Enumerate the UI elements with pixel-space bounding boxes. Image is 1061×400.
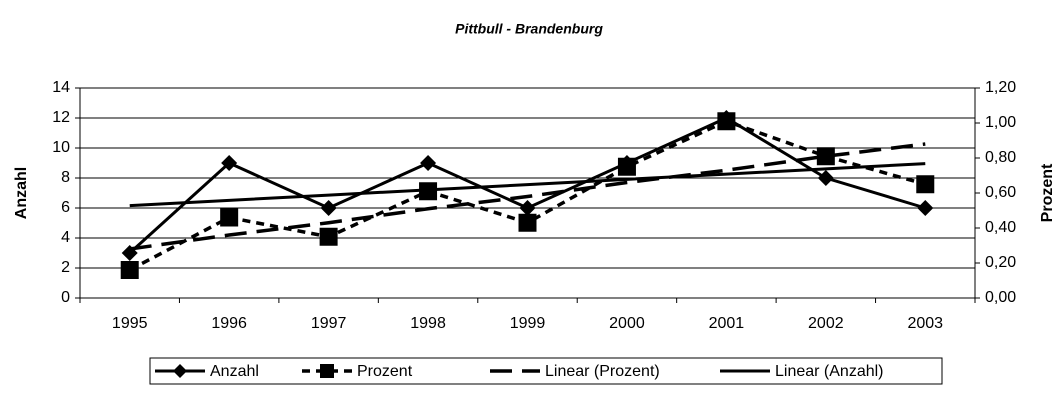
legend-label: Anzahl	[210, 363, 259, 380]
y2-tick-label: 0,60	[985, 184, 1016, 201]
series-line	[129, 162, 926, 208]
y-tick-label: 14	[52, 79, 70, 96]
square-marker	[617, 157, 636, 176]
diamond-marker	[221, 155, 238, 171]
square-marker	[220, 208, 239, 227]
y-tick-label: 4	[61, 229, 70, 246]
legend-marker	[320, 364, 334, 378]
legend-label: Linear (Prozent)	[545, 363, 660, 380]
y-tick-label: 2	[61, 259, 70, 276]
x-tick-label: 1997	[311, 315, 347, 332]
y-axis-title: Anzahl	[13, 167, 30, 219]
x-tick-label: 1996	[211, 315, 247, 332]
diamond-marker	[420, 155, 437, 171]
diamond-marker	[320, 200, 337, 216]
chart-title: Pittbull - Brandenburg	[455, 21, 603, 37]
series-line	[129, 142, 926, 251]
square-marker	[916, 175, 935, 194]
y-tick-label: 12	[52, 109, 70, 126]
legend-marker	[173, 364, 187, 378]
y-tick-label: 10	[52, 139, 70, 156]
square-marker	[319, 227, 338, 246]
diamond-marker	[817, 170, 834, 186]
y2-tick-label: 0,80	[985, 149, 1016, 166]
square-marker	[120, 261, 139, 279]
legend-label: Linear (Anzahl)	[775, 363, 884, 380]
diamond-marker	[519, 200, 536, 216]
y-tick-label: 8	[61, 169, 70, 186]
y-tick-label: 6	[61, 199, 70, 216]
x-tick-label: 2000	[609, 315, 645, 332]
legend-box	[149, 357, 943, 385]
y2-tick-label: 1,00	[985, 114, 1016, 131]
square-marker	[717, 112, 736, 131]
y2-tick-label: 0,40	[985, 219, 1016, 236]
y2-axis-title: Prozent	[1039, 163, 1056, 222]
x-tick-label: 1998	[410, 315, 446, 332]
y2-tick-label: 0,00	[985, 289, 1016, 306]
diamond-marker	[917, 200, 934, 216]
y-tick-label: 0	[61, 289, 70, 306]
x-tick-label: 1999	[510, 315, 546, 332]
x-tick-label: 2003	[907, 315, 943, 332]
x-tick-label: 2002	[808, 315, 844, 332]
x-tick-label: 1995	[112, 315, 148, 332]
square-marker	[816, 147, 835, 166]
y2-tick-label: 0,20	[985, 254, 1016, 271]
legend-label: Prozent	[357, 363, 413, 380]
y2-tick-label: 1,20	[985, 79, 1016, 96]
x-tick-label: 2001	[709, 315, 745, 332]
square-marker	[518, 213, 537, 232]
